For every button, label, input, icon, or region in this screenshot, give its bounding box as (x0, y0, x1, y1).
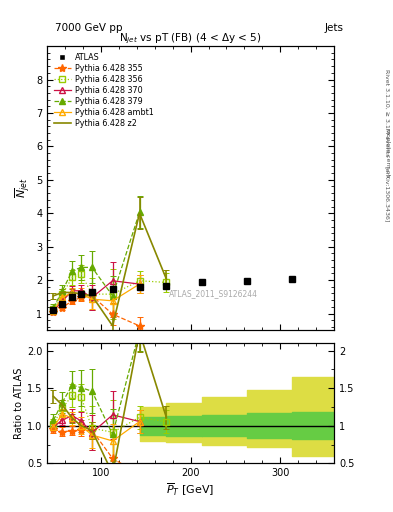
Legend: ATLAS, Pythia 6.428 355, Pythia 6.428 356, Pythia 6.428 370, Pythia 6.428 379, P: ATLAS, Pythia 6.428 355, Pythia 6.428 35… (51, 50, 156, 130)
Y-axis label: Ratio to ATLAS: Ratio to ATLAS (14, 368, 24, 439)
Title: N$_{jet}$ vs pT (FB) (4 < $\Delta$y < 5): N$_{jet}$ vs pT (FB) (4 < $\Delta$y < 5) (119, 32, 262, 46)
Text: 7000 GeV pp: 7000 GeV pp (55, 23, 123, 33)
X-axis label: $\overline{P}_T$ [GeV]: $\overline{P}_T$ [GeV] (167, 481, 215, 498)
Text: [arXiv:1306.3436]: [arXiv:1306.3436] (385, 166, 389, 223)
Text: Jets: Jets (325, 23, 344, 33)
Y-axis label: $\overline{N}_{jet}$: $\overline{N}_{jet}$ (14, 178, 33, 199)
Text: ATLAS_2011_S9126244: ATLAS_2011_S9126244 (169, 289, 258, 298)
Text: Rivet 3.1.10, ≥ 3.1M events: Rivet 3.1.10, ≥ 3.1M events (385, 69, 389, 156)
Text: mcplots.cern.ch: mcplots.cern.ch (385, 129, 389, 179)
